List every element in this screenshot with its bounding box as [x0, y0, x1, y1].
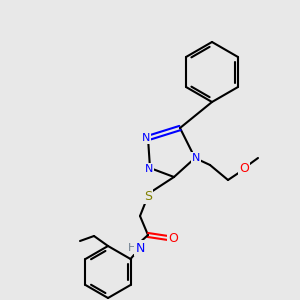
Text: O: O — [168, 232, 178, 244]
Text: O: O — [239, 163, 249, 176]
Text: S: S — [144, 190, 152, 202]
Text: N: N — [135, 242, 145, 254]
Text: N: N — [192, 153, 200, 163]
Text: N: N — [142, 133, 150, 143]
Text: H: H — [128, 243, 136, 253]
Text: N: N — [145, 164, 153, 174]
